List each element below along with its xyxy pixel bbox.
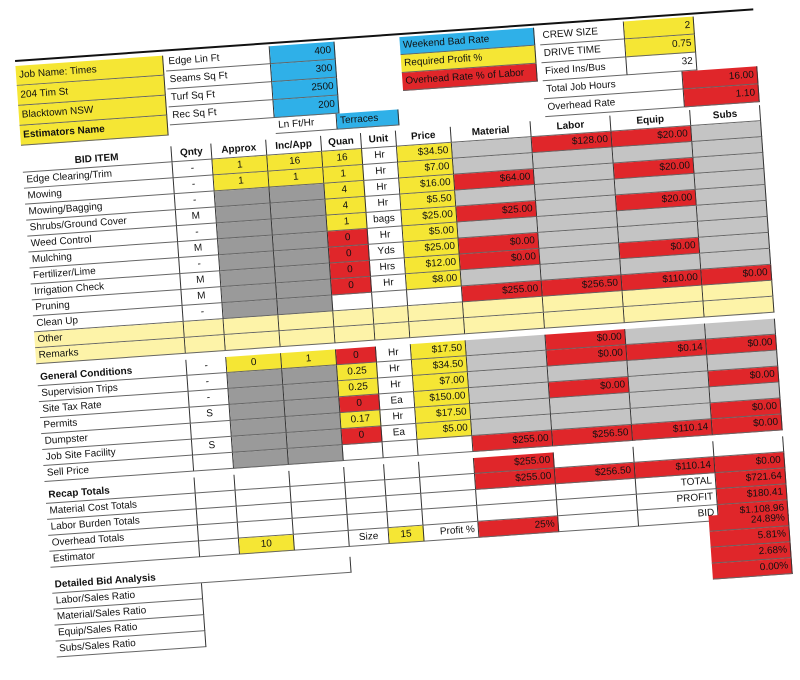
- cell: Size: [348, 528, 390, 547]
- cell: [232, 448, 289, 469]
- cell: [703, 296, 775, 318]
- cell: [417, 436, 474, 456]
- cell: [287, 445, 344, 465]
- spreadsheet: Job Name: Times 204 Tim St Blacktown NSW Es…: [15, 8, 796, 671]
- cell: Terraces: [336, 109, 400, 130]
- cell: Ln Ft/Hr: [274, 113, 338, 134]
- cell: [382, 439, 419, 459]
- cell: [293, 530, 350, 551]
- cell: Profit %: [423, 521, 480, 542]
- cell: [224, 331, 281, 352]
- cell: [374, 322, 411, 341]
- cell: [199, 538, 241, 558]
- cell: [279, 327, 336, 348]
- cell: 1.10: [683, 84, 760, 108]
- cell: 10: [238, 534, 295, 555]
- cell: [193, 452, 235, 472]
- cell: 15: [388, 525, 425, 545]
- cell: $0.00: [711, 414, 783, 436]
- cell: [342, 442, 384, 462]
- cell: [184, 335, 226, 354]
- cell: [409, 318, 466, 339]
- cell: [334, 324, 376, 344]
